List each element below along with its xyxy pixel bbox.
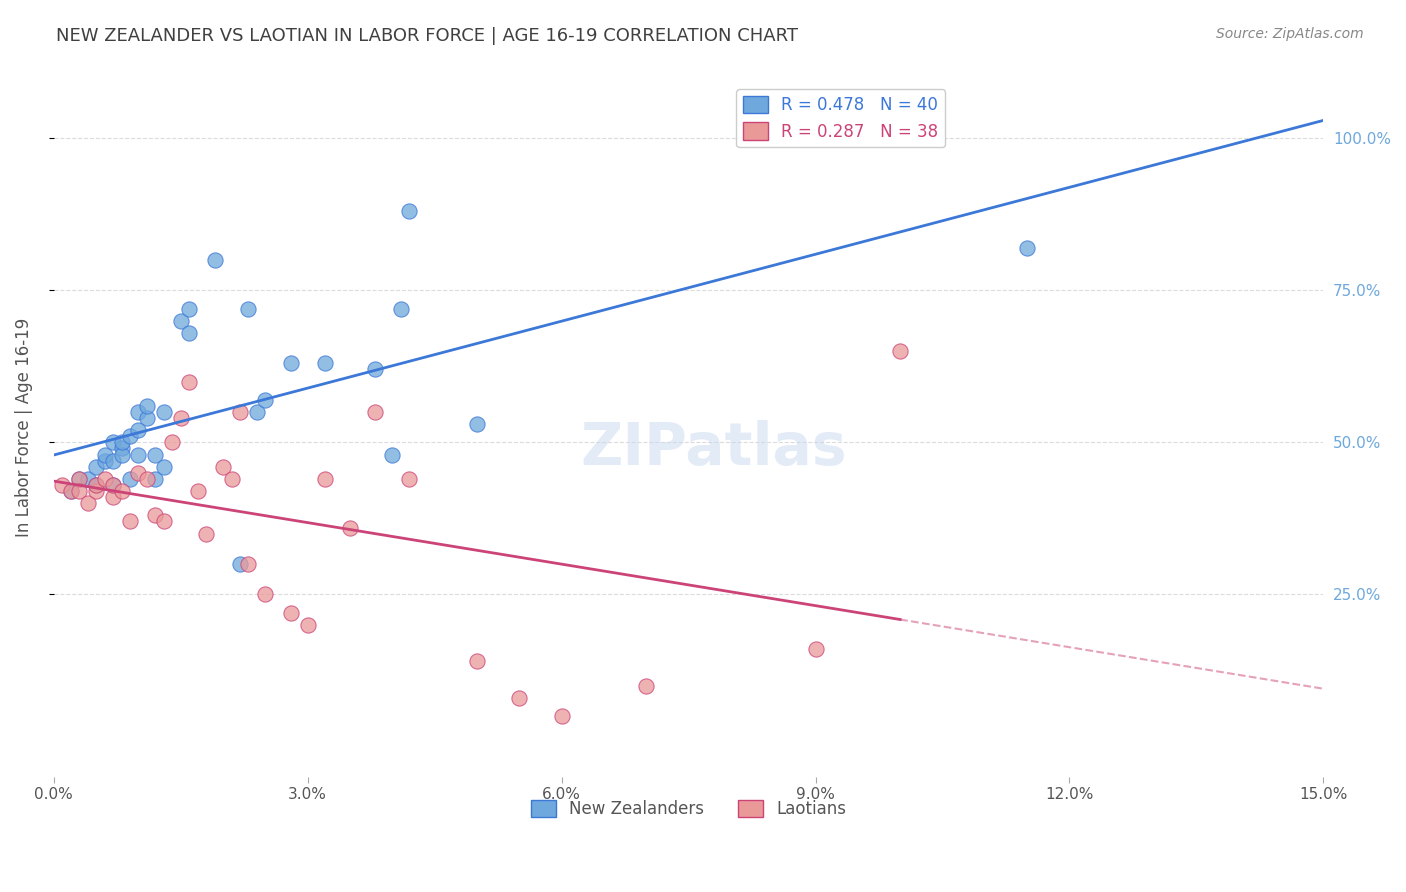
Point xyxy=(76,472,98,486)
Point xyxy=(127,466,149,480)
Point xyxy=(93,472,115,486)
Point xyxy=(101,490,124,504)
Point xyxy=(636,679,658,693)
Point xyxy=(187,483,209,498)
Point xyxy=(550,709,572,723)
Point xyxy=(364,362,387,376)
Point xyxy=(179,375,201,389)
Point xyxy=(118,429,141,443)
Point xyxy=(280,356,302,370)
Point xyxy=(59,483,82,498)
Point xyxy=(127,448,149,462)
Point xyxy=(145,472,167,486)
Point xyxy=(238,557,260,571)
Point xyxy=(229,405,252,419)
Point xyxy=(67,472,90,486)
Point xyxy=(254,392,277,407)
Point xyxy=(118,515,141,529)
Point xyxy=(238,301,260,316)
Point xyxy=(153,405,176,419)
Point xyxy=(280,606,302,620)
Point xyxy=(508,690,530,705)
Point xyxy=(1015,241,1038,255)
Y-axis label: In Labor Force | Age 16-19: In Labor Force | Age 16-19 xyxy=(15,318,32,537)
Point xyxy=(339,520,361,534)
Point xyxy=(76,496,98,510)
Point xyxy=(153,515,176,529)
Point xyxy=(93,453,115,467)
Point xyxy=(59,483,82,498)
Point xyxy=(246,405,269,419)
Text: ZIPatlas: ZIPatlas xyxy=(581,419,848,476)
Point xyxy=(229,557,252,571)
Point xyxy=(804,642,827,657)
Text: Source: ZipAtlas.com: Source: ZipAtlas.com xyxy=(1216,27,1364,41)
Point xyxy=(212,459,235,474)
Point xyxy=(221,472,243,486)
Point xyxy=(67,483,90,498)
Text: NEW ZEALANDER VS LAOTIAN IN LABOR FORCE | AGE 16-19 CORRELATION CHART: NEW ZEALANDER VS LAOTIAN IN LABOR FORCE … xyxy=(56,27,799,45)
Point xyxy=(135,399,157,413)
Point xyxy=(162,435,184,450)
Point xyxy=(145,508,167,523)
Point xyxy=(889,344,911,359)
Point xyxy=(135,411,157,425)
Point xyxy=(110,448,132,462)
Point xyxy=(179,326,201,340)
Point xyxy=(93,448,115,462)
Point xyxy=(84,478,107,492)
Point xyxy=(195,526,218,541)
Point xyxy=(67,472,90,486)
Point xyxy=(127,423,149,437)
Point xyxy=(101,478,124,492)
Point xyxy=(145,448,167,462)
Point xyxy=(398,472,420,486)
Point xyxy=(110,483,132,498)
Point xyxy=(101,478,124,492)
Point xyxy=(153,459,176,474)
Point xyxy=(110,435,132,450)
Point xyxy=(314,356,336,370)
Point xyxy=(84,483,107,498)
Point xyxy=(465,417,488,431)
Point xyxy=(135,472,157,486)
Point xyxy=(84,478,107,492)
Point xyxy=(101,453,124,467)
Point xyxy=(127,405,149,419)
Point xyxy=(204,252,226,267)
Point xyxy=(101,435,124,450)
Point xyxy=(170,314,193,328)
Point xyxy=(398,204,420,219)
Point xyxy=(84,459,107,474)
Point xyxy=(118,472,141,486)
Point xyxy=(254,587,277,601)
Point xyxy=(389,301,412,316)
Point xyxy=(314,472,336,486)
Point xyxy=(364,405,387,419)
Legend: New Zealanders, Laotians: New Zealanders, Laotians xyxy=(524,793,852,824)
Point xyxy=(381,448,404,462)
Point xyxy=(179,301,201,316)
Point xyxy=(465,654,488,668)
Point xyxy=(51,478,73,492)
Point xyxy=(170,411,193,425)
Point xyxy=(110,442,132,456)
Point xyxy=(297,617,319,632)
